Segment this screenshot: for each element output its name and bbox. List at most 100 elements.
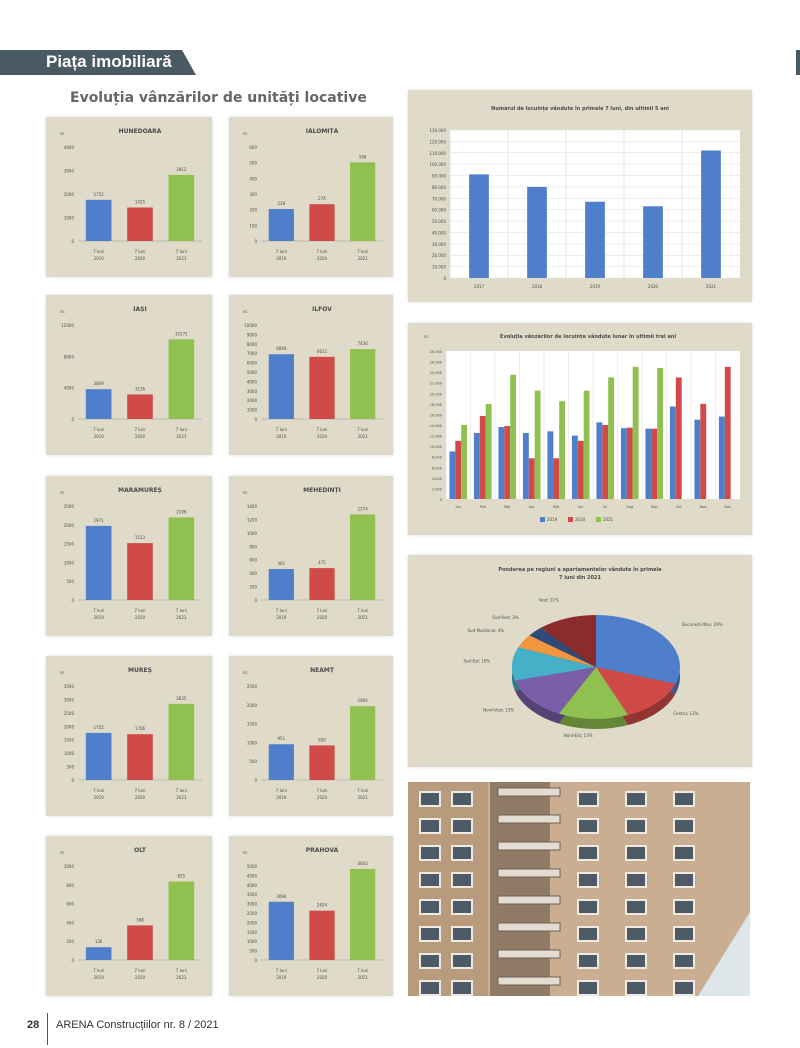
balconies — [497, 787, 561, 986]
x-tick-label: 7 luni — [93, 788, 104, 793]
x-tick-label-year: 2020 — [135, 975, 146, 980]
x-tick-label-year: 2019 — [94, 615, 105, 620]
y-tick-label: 1000 — [247, 740, 258, 745]
y-tick-label: 300 — [249, 192, 257, 197]
bar — [85, 732, 112, 780]
window — [673, 980, 695, 996]
x-tick-label: 7 luni — [357, 608, 368, 613]
x-tick-label: 7 luni — [276, 427, 287, 432]
y-tick-label: 0 — [254, 239, 257, 244]
window — [673, 845, 695, 861]
y-axis-label: nr. — [243, 309, 248, 314]
y-tick-label: 600 — [66, 902, 74, 907]
x-tick-label-year: 2019 — [276, 795, 287, 800]
x-tick-label: Oct — [676, 505, 683, 509]
y-tick-label: 130.000 — [429, 128, 446, 133]
x-tick-label: 7 luni — [276, 788, 287, 793]
bar — [571, 435, 578, 499]
x-tick-label-year: 2019 — [94, 795, 105, 800]
y-tick-label: 2500 — [64, 711, 75, 716]
bar — [350, 349, 376, 419]
window — [451, 791, 473, 807]
chart-title: Ponderea pe regiuni a apartamentelor vân… — [498, 566, 662, 573]
bar — [527, 186, 547, 278]
data-label: 3809 — [94, 381, 105, 386]
bar — [268, 354, 294, 419]
bar — [168, 703, 195, 780]
x-tick-label-year: 2019 — [276, 615, 287, 620]
y-tick-label: 0 — [254, 778, 257, 783]
balcony-rail — [497, 895, 561, 905]
x-tick-label: 7 luni — [93, 968, 104, 973]
y-tick-label: 600 — [249, 145, 257, 150]
y-tick-label: 5000 — [247, 864, 258, 869]
bar — [675, 377, 682, 499]
chart-yearly-sales: Numărul de locuințe vândute în primele 7… — [429, 105, 740, 289]
x-tick-label-year: 2019 — [94, 434, 105, 439]
chart-monthly-sales: Evoluția vânzărilor de locuințe vândute … — [424, 333, 740, 522]
bar — [268, 209, 294, 241]
window — [577, 872, 599, 888]
window — [577, 953, 599, 969]
window — [451, 818, 473, 834]
y-tick-label: 800 — [249, 544, 257, 549]
window — [451, 845, 473, 861]
y-tick-label: 0 — [71, 778, 74, 783]
x-tick-label-year: 2021 — [358, 256, 369, 261]
y-tick-label: 1000 — [247, 531, 258, 536]
chart-title: Evoluția vânzărilor de locuințe vândute … — [500, 333, 676, 340]
y-tick-label: 4000 — [247, 379, 258, 384]
section-banner: Piața imobiliară — [0, 50, 196, 75]
bar — [85, 947, 112, 960]
chart-panel-mures: MUREȘ nr. 0 500 1000 1500 2000 2500 3000 3500 1755… — [46, 656, 212, 816]
y-tick-label: 100.000 — [429, 162, 446, 167]
bar — [504, 426, 511, 499]
data-label: 1752 — [94, 192, 105, 197]
x-tick-label-year: 2021 — [358, 975, 369, 980]
y-tick-label: 1500 — [247, 722, 258, 727]
data-label: 1964 — [358, 698, 369, 703]
chart-panel-mehedinti: MEHEDINȚI nr. 0 200 400 600 800 1000 1200 1400 461… — [229, 476, 393, 636]
chart-panel-ialomita: IALOMIȚA nr. 0 100 200 300 400 500 600 238 7 luni 2… — [229, 117, 393, 277]
window — [673, 791, 695, 807]
legend-label: 2019 — [547, 517, 558, 522]
x-tick-label-year: 2021 — [176, 795, 187, 800]
chart-regions-pie: Ponderea pe regiuni a apartamentelor vân… — [463, 566, 722, 738]
x-tick-label: 7 luni — [316, 608, 327, 613]
window — [451, 872, 473, 888]
x-tick-label-year: 2019 — [276, 975, 287, 980]
y-tick-label: 1000 — [64, 751, 75, 756]
y-tick-label: 500 — [249, 949, 257, 954]
bar — [309, 568, 335, 600]
x-tick-label: Apr — [529, 505, 536, 509]
y-tick-label: 2500 — [247, 684, 258, 689]
bar — [701, 150, 721, 278]
y-tick-label: 200 — [249, 208, 257, 213]
chart-title: OLT — [134, 847, 147, 854]
window — [625, 899, 647, 915]
window — [419, 980, 441, 996]
y-tick-label: 5000 — [247, 370, 258, 375]
bar — [168, 881, 195, 960]
window — [577, 845, 599, 861]
bar — [669, 406, 676, 499]
bar — [85, 525, 112, 600]
data-label: 2835 — [176, 696, 187, 701]
x-tick-label-year: 2020 — [317, 256, 328, 261]
y-tick-label: 4.000 — [432, 477, 442, 481]
x-tick-label: 2017 — [474, 284, 485, 289]
y-tick-label: 8000 — [64, 354, 75, 359]
bar — [585, 201, 605, 278]
bar — [127, 543, 153, 600]
y-tick-label: 0 — [443, 276, 446, 281]
y-tick-label: 3000 — [247, 902, 258, 907]
y-tick-label: 100 — [249, 223, 257, 228]
balcony-rail — [497, 868, 561, 878]
bar — [85, 199, 112, 241]
bar — [510, 374, 517, 499]
x-tick-label-year: 2021 — [176, 256, 187, 261]
publication-name: ARENA Construcțiilor nr. 8 / 2021 — [56, 1019, 219, 1031]
y-tick-label: 500 — [249, 759, 257, 764]
x-tick-label: 7 luni — [357, 788, 368, 793]
x-tick-label: 7 luni — [134, 249, 145, 254]
